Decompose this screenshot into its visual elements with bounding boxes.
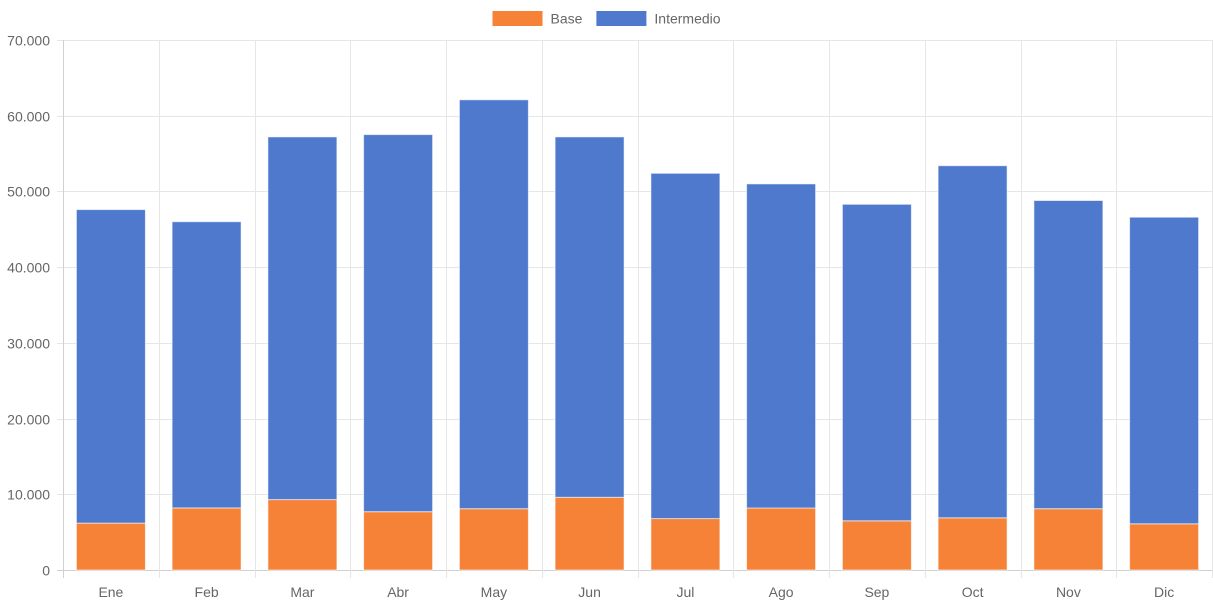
bar-base-abr[interactable] xyxy=(363,511,434,571)
bar-base-jul[interactable] xyxy=(650,518,721,571)
bar-base-ago[interactable] xyxy=(746,507,817,571)
x-tick-label: Jul xyxy=(676,584,694,600)
bar-base-mar[interactable] xyxy=(267,499,338,571)
bar-intermedio-jul[interactable] xyxy=(650,172,721,520)
y-tick-label: 50.000 xyxy=(7,184,50,200)
bar-base-may[interactable] xyxy=(458,508,529,571)
x-axis-ticks: Ene Feb Mar Abr May Jun Jul Ago Sep Oct Nov Dic xyxy=(98,584,1174,600)
x-tick-label: Oct xyxy=(962,584,984,600)
y-tick-label: 30.000 xyxy=(7,336,50,352)
grid-lines xyxy=(57,40,1213,578)
y-tick-label: 20.000 xyxy=(7,412,50,428)
bar-intermedio-ago[interactable] xyxy=(746,183,817,509)
bar-intermedio-dic[interactable] xyxy=(1129,216,1200,525)
y-tick-label: 60.000 xyxy=(7,109,50,125)
y-tick-label: 0 xyxy=(42,563,50,579)
legend-item-intermedio[interactable]: Intermedio xyxy=(596,11,721,27)
bar-intermedio-ene[interactable] xyxy=(75,209,146,524)
bar-base-jun[interactable] xyxy=(554,496,625,571)
x-tick-label: Jun xyxy=(578,584,601,600)
x-tick-label: Abr xyxy=(387,584,409,600)
bar-base-sep[interactable] xyxy=(841,520,912,571)
bar-intermedio-oct[interactable] xyxy=(937,165,1008,519)
x-tick-label: Feb xyxy=(195,584,219,600)
x-tick-label: Ago xyxy=(769,584,794,600)
x-tick-label: Nov xyxy=(1056,584,1081,600)
bar-intermedio-sep[interactable] xyxy=(841,203,912,522)
bar-intermedio-jun[interactable] xyxy=(554,136,625,498)
legend-swatch xyxy=(492,11,543,26)
x-tick-label: Mar xyxy=(290,584,314,600)
bar-base-ene[interactable] xyxy=(75,522,146,571)
y-tick-label: 40.000 xyxy=(7,260,50,276)
y-tick-label: 10.000 xyxy=(7,487,50,503)
x-tick-label: May xyxy=(481,584,507,600)
legend: Base Intermedio xyxy=(492,11,721,27)
bar-intermedio-may[interactable] xyxy=(458,99,529,510)
y-axis-ticks: 0 10.000 20.000 30.000 40.000 50.000 60.000 70.… xyxy=(7,33,50,579)
bar-base-oct[interactable] xyxy=(937,517,1008,571)
bar-intermedio-nov[interactable] xyxy=(1033,200,1104,510)
bar-intermedio-mar[interactable] xyxy=(267,136,338,501)
legend-label: Intermedio xyxy=(654,11,720,27)
legend-item-base[interactable]: Base xyxy=(492,11,583,27)
bar-intermedio-abr[interactable] xyxy=(363,134,434,513)
bar-base-nov[interactable] xyxy=(1033,508,1104,571)
bar-intermedio-feb[interactable] xyxy=(171,221,242,509)
bars xyxy=(75,99,1200,571)
bar-base-feb[interactable] xyxy=(171,507,242,571)
bar-base-dic[interactable] xyxy=(1129,523,1200,571)
x-tick-label: Ene xyxy=(98,584,123,600)
legend-label: Base xyxy=(551,11,583,27)
x-tick-label: Dic xyxy=(1154,584,1174,600)
y-tick-label: 70.000 xyxy=(7,33,50,49)
x-tick-label: Sep xyxy=(864,584,889,600)
legend-swatch xyxy=(596,11,647,26)
